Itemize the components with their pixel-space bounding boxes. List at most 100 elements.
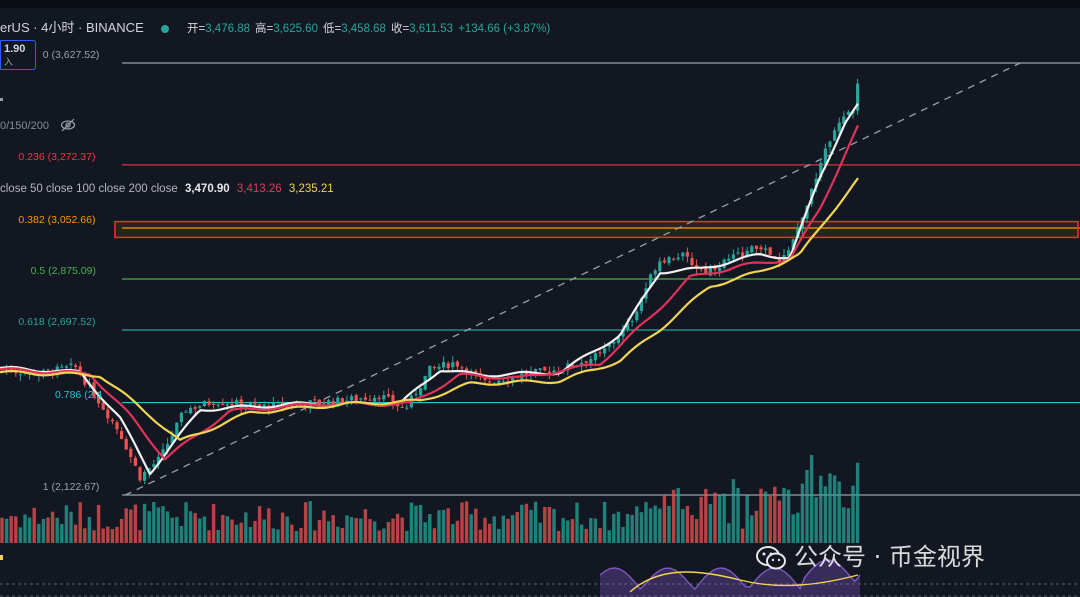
volume-bar bbox=[497, 528, 501, 543]
volume-bar bbox=[487, 523, 492, 543]
volume-bar bbox=[791, 514, 795, 543]
candle-body bbox=[170, 435, 174, 444]
volume-bar bbox=[552, 509, 556, 543]
candle-body bbox=[221, 403, 225, 406]
volume-bar bbox=[685, 505, 690, 543]
volume-bar bbox=[138, 530, 142, 543]
volume-bar bbox=[345, 515, 349, 543]
candle-body bbox=[667, 257, 671, 264]
volume-bar bbox=[501, 515, 506, 543]
candle-body bbox=[322, 402, 326, 404]
volume-bar bbox=[92, 530, 96, 543]
candle-body bbox=[699, 268, 703, 270]
volume-bar bbox=[129, 509, 133, 543]
candle-body bbox=[83, 375, 87, 385]
ohlc-key: 高= bbox=[254, 23, 274, 35]
candle-body bbox=[46, 369, 50, 371]
candle-body bbox=[175, 422, 179, 435]
volume-bar bbox=[156, 507, 161, 543]
volume-bar bbox=[805, 470, 809, 543]
candle-body bbox=[115, 422, 119, 430]
volume-bar bbox=[313, 530, 317, 543]
candle-body bbox=[695, 265, 699, 268]
candle-body bbox=[759, 247, 763, 250]
candle-body bbox=[373, 397, 377, 402]
volume-bar bbox=[694, 519, 699, 543]
volume-bar bbox=[165, 511, 170, 543]
volume-bar bbox=[202, 516, 207, 543]
symbol-title[interactable]: erUS · 4小时 · BINANCE bbox=[0, 20, 144, 35]
trendline bbox=[124, 62, 1021, 496]
volume-bar bbox=[543, 507, 547, 543]
fib-label: 0.236 (3,272.37) bbox=[18, 150, 96, 163]
candle-body bbox=[432, 367, 436, 369]
volume-bar bbox=[14, 516, 18, 543]
volume-bar bbox=[819, 475, 823, 543]
candle-body bbox=[262, 404, 266, 407]
volume-bar bbox=[690, 515, 694, 543]
candle-body bbox=[331, 401, 335, 406]
candle-body bbox=[179, 412, 183, 423]
candle-body bbox=[768, 247, 772, 255]
candle-body bbox=[253, 401, 257, 405]
candle-body bbox=[133, 457, 137, 466]
volume-bar bbox=[239, 522, 243, 543]
volume-bar bbox=[731, 479, 736, 543]
candle-body bbox=[626, 323, 630, 330]
volume-bar bbox=[354, 518, 358, 543]
oscillator-signal bbox=[629, 571, 859, 593]
volume-bar bbox=[184, 502, 188, 543]
candle-body bbox=[580, 362, 584, 366]
visibility-toggle-icon[interactable] bbox=[60, 118, 76, 135]
volume-bar bbox=[308, 501, 312, 543]
candle-body bbox=[690, 258, 694, 266]
candle-body bbox=[819, 162, 823, 178]
volume-bar bbox=[326, 521, 331, 543]
volume-bar bbox=[290, 524, 294, 543]
volume-bar bbox=[198, 518, 202, 543]
volume-bar bbox=[322, 510, 326, 543]
candle-body bbox=[276, 402, 280, 404]
volume-bar bbox=[193, 513, 197, 543]
volume-bar bbox=[474, 508, 478, 543]
candle-body bbox=[405, 407, 409, 409]
volume-bar bbox=[414, 505, 418, 543]
top-bar bbox=[0, 0, 1080, 8]
volume-bar bbox=[119, 518, 124, 543]
candle-body bbox=[290, 405, 294, 407]
volume-bar bbox=[759, 488, 763, 543]
volume-bar bbox=[124, 508, 128, 543]
price-scale-box[interactable]: 1.90 入 bbox=[0, 40, 36, 70]
volume-bar bbox=[676, 487, 680, 543]
volume-bar bbox=[221, 514, 225, 543]
volume-bar bbox=[152, 501, 156, 543]
candle-body bbox=[166, 444, 170, 451]
ohlc-value: 3,458.68 bbox=[341, 23, 386, 35]
volume-bar bbox=[515, 511, 519, 543]
candle-body bbox=[754, 245, 758, 249]
volume-bar bbox=[101, 528, 105, 543]
candle-body bbox=[727, 258, 731, 261]
volume-bar bbox=[722, 493, 726, 543]
volume-bar bbox=[593, 518, 598, 543]
volume-bar bbox=[607, 530, 611, 543]
volume-bar bbox=[340, 527, 345, 543]
volume-bar bbox=[96, 504, 101, 543]
volume-bar bbox=[621, 526, 625, 543]
volume-bar bbox=[225, 516, 230, 543]
ohlc-value: 3,476.88 bbox=[205, 23, 250, 35]
volume-bar bbox=[754, 510, 759, 543]
candle-body bbox=[120, 431, 124, 439]
candle-body bbox=[538, 368, 542, 370]
candle-body bbox=[74, 365, 78, 368]
volume-bar bbox=[147, 511, 151, 543]
candle-body bbox=[143, 472, 147, 481]
volume-bar bbox=[708, 503, 713, 543]
oscillator-line bbox=[599, 559, 861, 591]
volume-bar bbox=[257, 506, 262, 543]
volume-bar bbox=[368, 519, 372, 543]
volume-bar bbox=[372, 521, 377, 543]
candle-body bbox=[78, 366, 82, 375]
volume-bar bbox=[464, 501, 469, 543]
